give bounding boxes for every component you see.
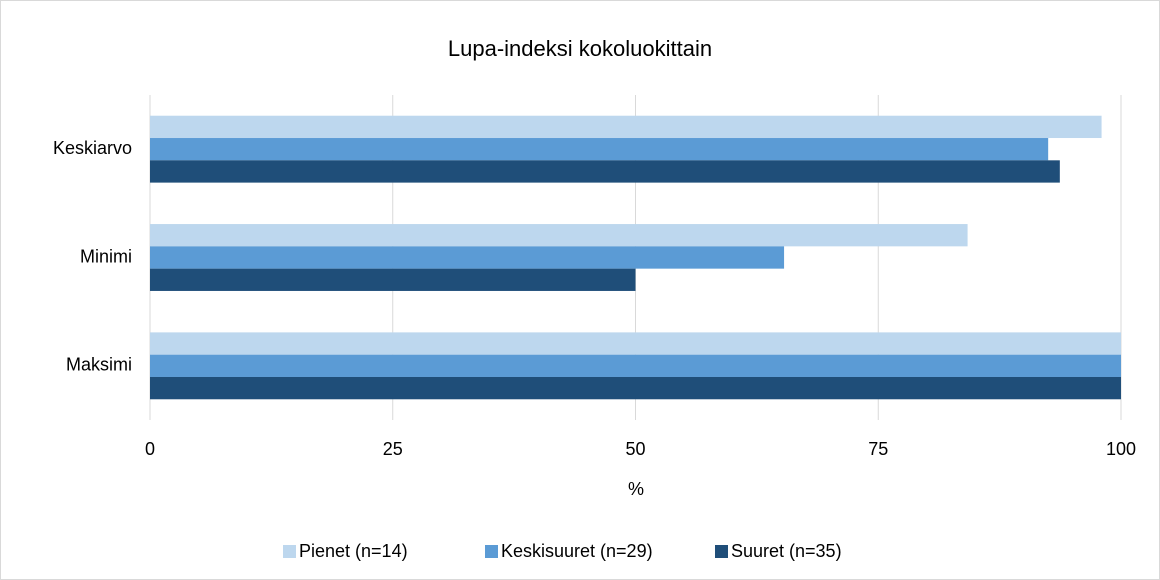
x-tick-label: 25 bbox=[383, 439, 403, 459]
bar bbox=[150, 376, 1121, 400]
bar bbox=[150, 246, 785, 269]
legend-swatch bbox=[715, 545, 728, 558]
bar bbox=[150, 115, 1102, 139]
y-tick-label: Minimi bbox=[80, 246, 132, 266]
x-tick-label: 50 bbox=[625, 439, 645, 459]
legend-swatch bbox=[485, 545, 498, 558]
x-tick-label: 100 bbox=[1106, 439, 1136, 459]
bar bbox=[150, 138, 1049, 161]
legend-label: Suuret (n=35) bbox=[731, 541, 842, 561]
x-tick-label: 75 bbox=[868, 439, 888, 459]
x-tick-label: 0 bbox=[145, 439, 155, 459]
bar bbox=[150, 160, 1060, 183]
bar bbox=[150, 268, 636, 291]
x-axis-label: % bbox=[628, 479, 644, 499]
legend-label: Keskisuuret (n=29) bbox=[501, 541, 653, 561]
legend-swatch bbox=[283, 545, 296, 558]
bar bbox=[150, 224, 968, 247]
bar bbox=[150, 354, 1121, 377]
chart-title: Lupa-indeksi kokoluokittain bbox=[448, 36, 712, 61]
legend-label: Pienet (n=14) bbox=[299, 541, 408, 561]
bar bbox=[150, 332, 1121, 355]
y-tick-label: Maksimi bbox=[66, 355, 132, 375]
y-tick-label: Keskiarvo bbox=[53, 138, 132, 158]
